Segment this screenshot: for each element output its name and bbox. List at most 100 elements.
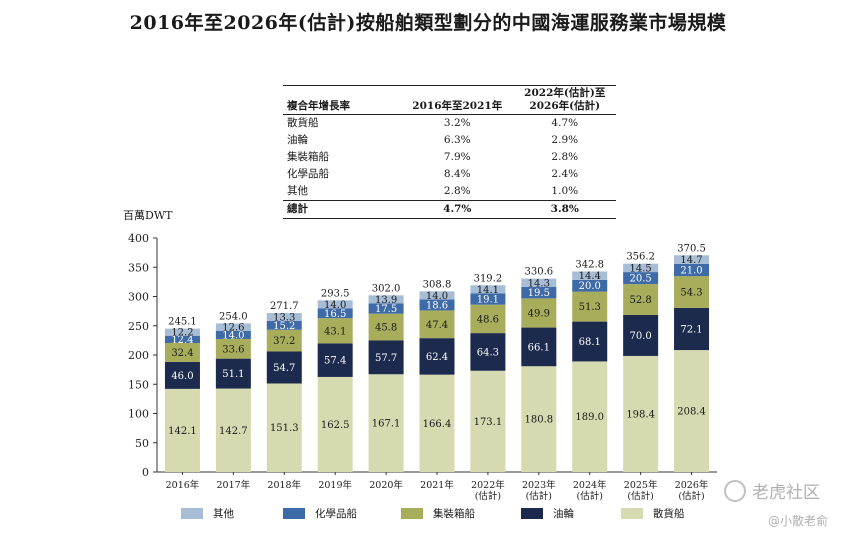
bar-value-label: 12.2 <box>171 328 193 339</box>
cagr-row-value-2: 1.0% <box>551 185 579 197</box>
bar-value-label: 151.3 <box>270 423 299 434</box>
cagr-total-row: 總計 4.7% 3.8% <box>283 200 616 219</box>
legend-item-other: 其他 <box>181 505 234 521</box>
cagr-header-row: 複合年增長率 2016年至2021年 2022年(估計)至 2026年(估計) <box>283 85 616 115</box>
bar-segment <box>368 303 404 314</box>
cagr-row-label: 集裝箱船 <box>287 151 329 163</box>
bar-value-label: 52.8 <box>630 295 652 306</box>
bar-value-label: 54.3 <box>680 288 702 299</box>
bar-total-label: 271.7 <box>270 301 299 312</box>
bar-segment <box>674 276 710 308</box>
bar-segment <box>317 308 353 319</box>
bar-segment <box>164 361 200 389</box>
watermark-logo-icon <box>724 480 746 502</box>
bar-segment <box>623 314 659 356</box>
bar-value-label: 173.1 <box>474 417 503 428</box>
legend-label-chemical: 化學品船 <box>315 507 357 520</box>
bar-value-label: 14.0 <box>222 330 244 341</box>
cagr-table: 複合年增長率 2016年至2021年 2022年(估計)至 2026年(估計) … <box>283 85 616 219</box>
bar-value-label: 166.4 <box>423 419 452 430</box>
bar-value-label: 37.2 <box>273 336 295 347</box>
bar-segment <box>317 343 353 377</box>
bar-value-label: 15.2 <box>273 321 295 332</box>
x-tick-label: 2020年 <box>369 479 403 491</box>
bar-segment <box>521 286 557 299</box>
bar-segment <box>623 272 659 285</box>
bar-segment <box>419 310 455 339</box>
cagr-row-value-2: 2.4% <box>551 168 579 180</box>
bar-segment <box>521 327 557 367</box>
bar-value-label: 57.7 <box>375 353 397 364</box>
bar-value-label: 208.4 <box>677 407 706 418</box>
bar-value-label: 20.0 <box>579 281 601 292</box>
bar-segment <box>266 351 302 384</box>
y-tick-label: 250 <box>128 320 149 333</box>
bar-value-label: 16.5 <box>324 309 346 320</box>
y-axis-unit-label: 百萬DWT <box>123 209 173 222</box>
cagr-row-value-1: 2.8% <box>443 185 471 197</box>
y-tick-label: 0 <box>142 466 149 479</box>
bar-value-label: 14.5 <box>630 263 652 274</box>
bar-segment <box>470 285 506 294</box>
bar-total-label: 293.5 <box>321 288 350 299</box>
bar-value-label: 19.1 <box>477 295 499 306</box>
bar-value-label: 49.9 <box>528 308 550 319</box>
bar-segment <box>521 298 557 328</box>
cagr-row-label: 油輪 <box>287 134 308 146</box>
bar-value-label: 51.3 <box>579 302 601 313</box>
legend-item-container: 集裝箱船 <box>401 505 475 521</box>
legend-swatch-container <box>401 507 423 519</box>
x-tick-label: 2018年 <box>267 479 301 491</box>
bar-value-label: 189.0 <box>575 412 604 423</box>
cagr-row-value-2: 4.7% <box>551 117 579 129</box>
bar-segment <box>215 358 251 389</box>
bar-value-label: 13.3 <box>273 312 295 323</box>
bar-segment <box>674 263 710 277</box>
bar-segment <box>164 335 200 344</box>
bar-segment <box>317 300 353 309</box>
watermark-brand: 老虎社区 <box>752 483 820 503</box>
x-tick-label: (估計) <box>627 490 653 502</box>
bar-segment <box>470 333 506 371</box>
bar-value-label: 14.0 <box>426 291 448 302</box>
bar-segment <box>572 361 608 472</box>
cagr-row-value-1: 8.4% <box>443 168 471 180</box>
bar-total-label: 319.2 <box>474 273 503 284</box>
bar-value-label: 14.1 <box>477 285 499 296</box>
bar-total-label: 342.8 <box>575 259 604 270</box>
cagr-row: 化學品船 8.4% 2.4% <box>283 166 616 183</box>
bar-segment <box>419 299 455 311</box>
bar-value-label: 47.4 <box>426 320 448 331</box>
cagr-row-value-1: 7.9% <box>443 151 471 163</box>
legend-swatch-chemical <box>283 507 305 519</box>
cagr-row-value-2: 2.8% <box>551 151 579 163</box>
bar-value-label: 142.7 <box>219 426 248 437</box>
bar-segment <box>368 374 404 472</box>
bar-total-label: 356.2 <box>626 252 655 263</box>
cagr-header-period2-line2: 2026年(估計) <box>529 100 601 112</box>
x-tick-label: (估計) <box>475 490 501 502</box>
x-tick-label: (估計) <box>577 490 603 502</box>
legend-item-chemical: 化學品船 <box>283 505 357 521</box>
cagr-header-period1: 2016年至2021年 <box>412 100 503 112</box>
bar-segment <box>368 313 404 341</box>
bar-value-label: 21.0 <box>680 265 702 276</box>
bar-value-label: 18.6 <box>426 300 448 311</box>
legend-swatch-tanker <box>521 507 543 519</box>
x-tick-label: 2026年 <box>675 479 709 491</box>
bar-value-label: 12.4 <box>171 335 193 346</box>
legend-swatch-other <box>181 507 203 519</box>
bar-value-label: 14.7 <box>680 255 702 266</box>
legend-label-tanker: 油輪 <box>553 507 574 520</box>
cagr-row-value-2: 2.9% <box>551 134 579 146</box>
bar-segment <box>266 383 302 472</box>
bar-segment <box>266 313 302 321</box>
cagr-total-label: 總計 <box>287 203 308 215</box>
bar-value-label: 70.0 <box>630 331 652 342</box>
y-tick-label: 200 <box>128 349 149 362</box>
bar-value-label: 198.4 <box>626 409 655 420</box>
bar-total-label: 302.0 <box>372 283 401 294</box>
bar-value-label: 43.1 <box>324 326 346 337</box>
bar-value-label: 66.1 <box>528 342 550 353</box>
bar-value-label: 72.1 <box>680 324 702 335</box>
